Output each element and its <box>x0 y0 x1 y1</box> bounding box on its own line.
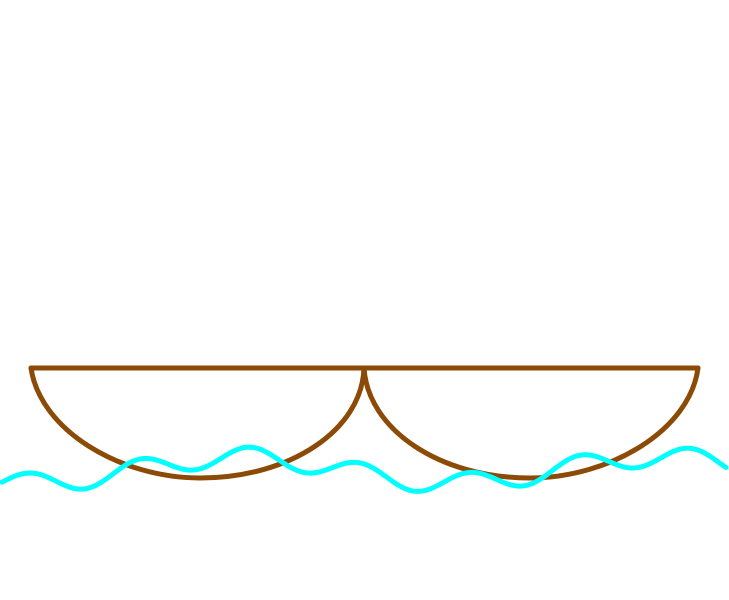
water-wave <box>0 444 729 494</box>
wave-line <box>0 444 729 494</box>
hull-left-bowl <box>28 365 367 481</box>
hull-right-bowl <box>361 365 701 481</box>
boat-hull <box>28 365 701 481</box>
